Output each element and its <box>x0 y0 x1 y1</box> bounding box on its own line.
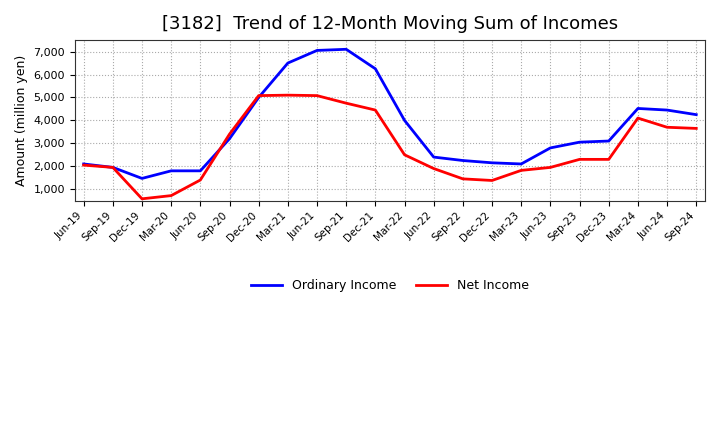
Net Income <box>429 166 438 171</box>
Ordinary Income <box>225 136 234 141</box>
Ordinary Income <box>196 168 204 173</box>
Ordinary Income <box>517 161 526 167</box>
Ordinary Income <box>575 139 584 145</box>
Ordinary Income <box>312 48 321 53</box>
Line: Ordinary Income: Ordinary Income <box>84 49 696 178</box>
Net Income <box>284 92 292 98</box>
Ordinary Income <box>109 165 117 170</box>
Line: Net Income: Net Income <box>84 95 696 199</box>
Ordinary Income <box>284 60 292 66</box>
Ordinary Income <box>342 47 351 52</box>
Net Income <box>634 115 642 121</box>
Net Income <box>196 177 204 183</box>
Ordinary Income <box>79 161 88 167</box>
Net Income <box>575 157 584 162</box>
Ordinary Income <box>692 112 701 117</box>
Net Income <box>312 93 321 98</box>
Net Income <box>342 101 351 106</box>
Ordinary Income <box>604 139 613 144</box>
Net Income <box>254 93 263 98</box>
Net Income <box>517 168 526 173</box>
Net Income <box>692 126 701 131</box>
Net Income <box>546 165 554 170</box>
Ordinary Income <box>459 158 467 163</box>
Legend: Ordinary Income, Net Income: Ordinary Income, Net Income <box>246 274 534 297</box>
Net Income <box>400 152 409 158</box>
Ordinary Income <box>546 145 554 150</box>
Ordinary Income <box>429 154 438 160</box>
Ordinary Income <box>662 107 671 113</box>
Ordinary Income <box>254 95 263 100</box>
Net Income <box>604 157 613 162</box>
Net Income <box>662 125 671 130</box>
Net Income <box>487 178 496 183</box>
Ordinary Income <box>371 66 379 71</box>
Ordinary Income <box>400 118 409 123</box>
Net Income <box>138 196 146 202</box>
Title: [3182]  Trend of 12-Month Moving Sum of Incomes: [3182] Trend of 12-Month Moving Sum of I… <box>162 15 618 33</box>
Net Income <box>371 107 379 113</box>
Net Income <box>225 132 234 137</box>
Net Income <box>459 176 467 182</box>
Net Income <box>167 193 176 198</box>
Ordinary Income <box>138 176 146 181</box>
Ordinary Income <box>487 160 496 165</box>
Net Income <box>79 162 88 168</box>
Ordinary Income <box>167 168 176 173</box>
Y-axis label: Amount (million yen): Amount (million yen) <box>15 55 28 186</box>
Net Income <box>109 165 117 170</box>
Ordinary Income <box>634 106 642 111</box>
